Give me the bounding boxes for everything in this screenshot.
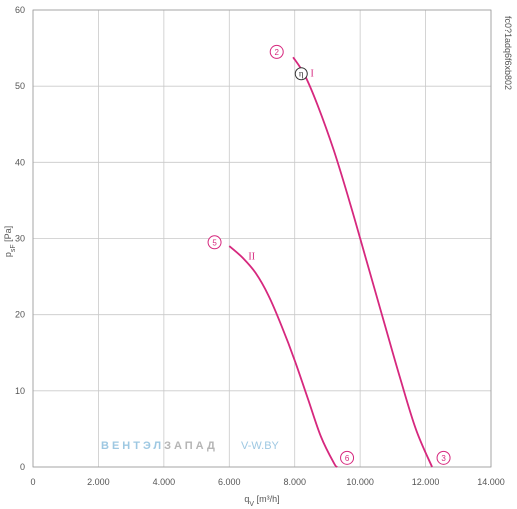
y-tick-label: 30 — [15, 234, 25, 244]
marker-circle — [436, 450, 451, 465]
marker-label: 2 — [274, 48, 279, 57]
eta-circle — [294, 67, 308, 81]
marker-label: 3 — [441, 454, 446, 463]
watermark-text: ВЕНТЭЛЗАПАД — [101, 440, 218, 452]
series-line-I — [292, 56, 433, 468]
x-tick-label: 14.000 — [477, 477, 505, 487]
marker-circle — [269, 44, 284, 59]
marker-2: 2 — [269, 44, 284, 59]
y-tick-label: 10 — [15, 386, 25, 396]
series-label: II — [248, 252, 255, 263]
curves: III — [228, 56, 433, 468]
y-axis-label-unit: [Pa] — [3, 226, 13, 245]
marker-5: 5 — [207, 235, 222, 250]
marker-label: 6 — [345, 454, 350, 463]
plot-frame — [32, 9, 492, 468]
marker-circle — [207, 235, 222, 250]
x-axis-label: qV [m³/h] — [244, 494, 279, 508]
watermark: ВЕНТЭЛЗАПАД V-W.BY — [101, 440, 280, 452]
y-tick-label: 20 — [15, 310, 25, 320]
marker-6: 6 — [340, 450, 355, 465]
series-label: I — [311, 69, 314, 80]
watermark-part2: ЗАПАД — [164, 440, 218, 452]
x-tick-label: 4.000 — [153, 477, 176, 487]
marker-circle — [340, 450, 355, 465]
x-tick-label: 10.000 — [346, 477, 374, 487]
y-tick-label: 40 — [15, 157, 25, 167]
series-line-II — [228, 245, 338, 468]
y-axis-label-main: p — [3, 252, 13, 257]
watermark-url: V-W.BY — [241, 440, 280, 452]
y-tick-label: 0 — [20, 462, 25, 472]
chart-code-label: fc0?1adq6f6xb802 — [503, 16, 513, 90]
x-tick-label: 0 — [30, 477, 35, 487]
x-tick-label: 2.000 — [87, 477, 110, 487]
eta-marker: η — [294, 67, 308, 81]
x-axis-label-sub: V — [249, 501, 254, 508]
watermark-part1: ВЕНТЭЛ — [101, 440, 164, 452]
x-tick-label: 8.000 — [283, 477, 306, 487]
x-tick-label: 6.000 — [218, 477, 241, 487]
tick-labels: 0 2.000 4.000 6.000 8.000 10.000 12.000 14.000 0… — [15, 5, 505, 487]
marker-3: 3 — [436, 450, 451, 465]
x-axis-label-unit: [m³/h] — [254, 494, 280, 504]
eta-label: η — [299, 69, 304, 79]
y-tick-label: 50 — [15, 81, 25, 91]
markers: 2 5 6 3 η — [207, 44, 451, 465]
grid — [32, 9, 492, 468]
x-axis-label-main: q — [244, 494, 249, 504]
marker-label: 5 — [212, 238, 217, 247]
x-tick-label: 12.000 — [412, 477, 440, 487]
y-axis-label: psF [Pa] — [3, 226, 17, 257]
y-tick-label: 60 — [15, 5, 25, 15]
y-axis-label-sub: sF — [10, 244, 17, 252]
